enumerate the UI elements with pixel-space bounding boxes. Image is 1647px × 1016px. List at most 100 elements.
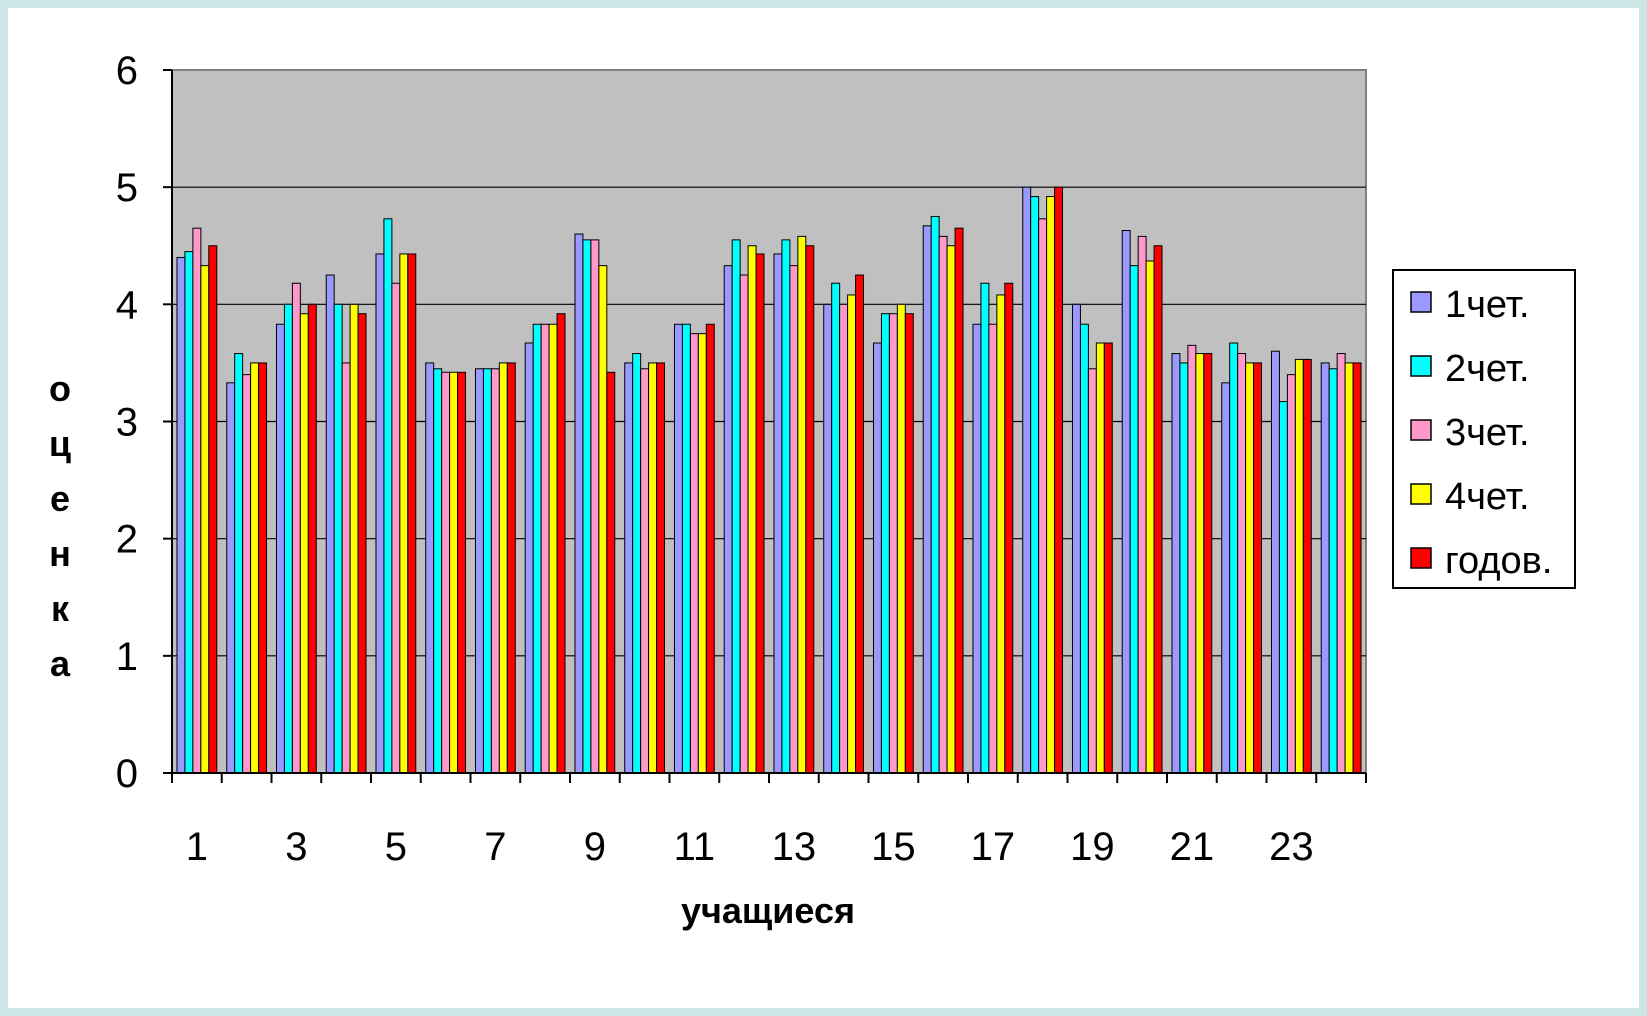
bars <box>176 186 1362 774</box>
bar <box>673 323 683 774</box>
bar <box>574 233 584 774</box>
x-tick-label: 11 <box>674 825 716 869</box>
bar <box>208 245 218 774</box>
bar <box>773 253 783 774</box>
bar <box>399 253 409 774</box>
bar <box>689 333 699 774</box>
bar <box>1229 342 1239 774</box>
legend: 1чет. 2чет. 3чет. 4чет. годов. <box>1392 269 1576 589</box>
bar <box>540 323 550 774</box>
y-tick-label: 5 <box>116 166 138 210</box>
bar <box>1171 353 1181 774</box>
bar <box>656 362 666 774</box>
bar <box>441 371 451 774</box>
bar <box>184 251 194 774</box>
x-tick-label: 23 <box>1269 825 1314 869</box>
bar <box>739 274 749 774</box>
bar <box>1237 353 1247 774</box>
legend-label: 2чет. <box>1445 348 1530 390</box>
bar <box>490 368 500 774</box>
bar <box>582 239 592 774</box>
bar <box>1022 186 1032 774</box>
legend-swatch <box>1410 547 1432 569</box>
bar <box>433 368 443 774</box>
bar <box>258 362 268 774</box>
legend-label: 3чет. <box>1445 412 1530 454</box>
x-axis-title: учащиеся <box>681 890 855 931</box>
y-tick-label: 0 <box>116 752 138 796</box>
bar <box>383 218 393 774</box>
bar <box>747 245 757 774</box>
bar <box>904 313 914 774</box>
y-tick-label: 1 <box>116 635 138 679</box>
bar <box>1137 235 1147 774</box>
bar <box>349 303 359 774</box>
bar <box>896 303 906 774</box>
legend-label: 1чет. <box>1445 284 1530 326</box>
x-tick-label: 5 <box>385 825 407 869</box>
bar <box>532 323 542 774</box>
bar <box>457 371 467 774</box>
bar <box>1286 374 1296 774</box>
bar <box>1221 382 1231 774</box>
bar <box>590 239 600 774</box>
bar <box>1270 350 1280 774</box>
bar <box>1046 196 1056 774</box>
bar <box>1352 362 1362 774</box>
bar <box>176 256 186 774</box>
bar <box>1245 362 1255 774</box>
bar <box>805 245 815 774</box>
bar <box>1103 342 1113 774</box>
bar <box>1095 342 1105 774</box>
bar <box>797 235 807 774</box>
bar <box>307 303 317 774</box>
bar <box>839 303 849 774</box>
x-tick-label: 9 <box>584 825 606 869</box>
bar <box>234 353 244 774</box>
bar <box>697 333 707 774</box>
bar <box>1302 358 1312 774</box>
bar <box>946 245 956 774</box>
x-tick-label: 3 <box>285 825 307 869</box>
bar <box>200 265 210 774</box>
bar <box>624 362 634 774</box>
bar <box>922 225 932 774</box>
bar <box>930 215 940 774</box>
bar <box>375 253 385 774</box>
bar <box>1253 362 1263 774</box>
bar <box>847 294 857 774</box>
legend-swatch <box>1410 419 1432 441</box>
bar <box>283 303 293 774</box>
bar <box>407 253 417 774</box>
legend-swatch <box>1410 483 1432 505</box>
bar <box>1079 323 1089 774</box>
bar <box>1153 245 1163 774</box>
legend-label: годов. <box>1445 540 1552 582</box>
bar <box>855 274 865 774</box>
x-tick-label: 1 <box>186 825 208 869</box>
bar <box>556 313 566 774</box>
bar <box>606 371 616 774</box>
bar <box>474 368 484 774</box>
bar <box>789 265 799 774</box>
bar <box>341 362 351 774</box>
bar <box>250 362 260 774</box>
bar <box>1038 218 1048 774</box>
bar <box>723 265 733 774</box>
bar <box>425 362 435 774</box>
y-tick-label: 4 <box>116 283 138 327</box>
bar <box>498 362 508 774</box>
x-tick-labels: 1 3 5 7 9 11 13 15 17 19 21 23 <box>186 825 1314 869</box>
bar <box>988 323 998 774</box>
bar <box>449 371 459 774</box>
bar <box>1030 196 1040 774</box>
bar <box>548 323 558 774</box>
x-tick-label: 13 <box>772 825 817 869</box>
bar <box>299 313 309 774</box>
x-tick-label: 21 <box>1170 825 1215 869</box>
bar <box>1121 230 1131 774</box>
bar <box>781 239 791 774</box>
bar <box>731 239 741 774</box>
bar <box>275 323 285 774</box>
axes <box>163 69 1367 783</box>
